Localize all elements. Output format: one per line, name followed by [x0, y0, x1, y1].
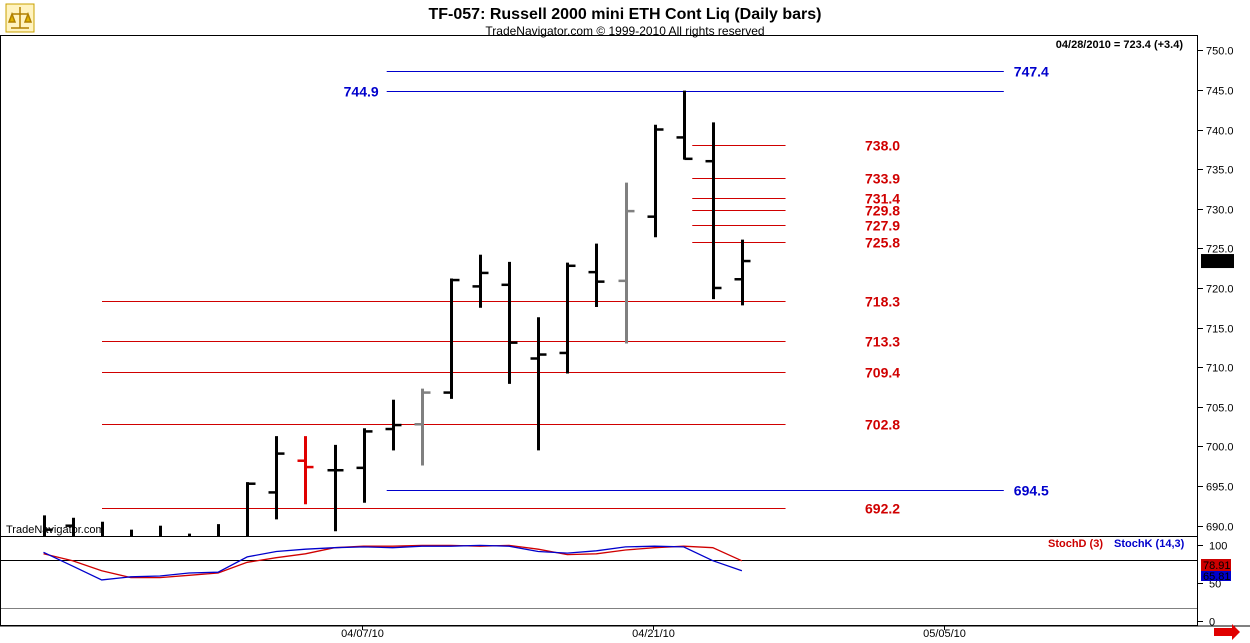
price-tick-label: 735.0: [1206, 165, 1234, 177]
stoch-series-d: [43, 544, 743, 579]
level-label-692.2: 692.2: [865, 501, 900, 517]
price-bar: [618, 182, 635, 344]
price-bar: [43, 515, 53, 536]
level-label-747.4: 747.4: [1014, 64, 1049, 80]
price-bar: [297, 436, 314, 505]
level-label-718.3: 718.3: [865, 294, 900, 310]
price-bar: [734, 239, 751, 306]
stoch-d-last-label: 78.91: [1203, 560, 1231, 572]
price-tick-label: 720.0: [1206, 284, 1234, 296]
stochastic-panel-frame: [0, 536, 1198, 626]
legend-stoch-k: StochK (14,3): [1114, 538, 1185, 550]
price-bar: [530, 317, 547, 451]
level-label-709.4: 709.4: [865, 365, 900, 381]
price-bar: [705, 122, 722, 300]
date-tick-label: 05/05/10: [923, 628, 966, 640]
watermark: TradeNavigator.com: [6, 524, 105, 536]
price-bar: [356, 428, 373, 503]
trade-navigator-logo-icon: [5, 3, 35, 33]
level-label-713.3: 713.3: [865, 334, 900, 350]
stoch-tick-label: 0: [1209, 617, 1215, 629]
last-quote-readout: 04/28/2010 = 723.4 (+3.4): [1056, 39, 1184, 51]
level-label-694.5: 694.5: [1014, 483, 1049, 499]
price-tick-label: 700.0: [1206, 442, 1234, 454]
price-tick-label: 690.0: [1206, 522, 1234, 534]
date-tick-label: 04/07/10: [341, 628, 384, 640]
last-price-badge: [1201, 254, 1234, 269]
price-bar: [268, 436, 285, 520]
stoch-k-badge: [1201, 571, 1231, 581]
legend-stoch-d: StochD (3): [1048, 538, 1103, 550]
level-label-733.9: 733.9: [865, 171, 900, 187]
price-bar: [65, 517, 75, 536]
price-bar: [327, 444, 344, 532]
price-tick-label: 750.0: [1206, 46, 1234, 58]
price-tick-label: 740.0: [1206, 126, 1234, 138]
level-label-744.9: 744.9: [344, 84, 379, 100]
level-label-727.9: 727.9: [865, 218, 900, 234]
level-label-729.8: 729.8: [865, 203, 900, 219]
price-bar: [101, 521, 104, 536]
price-bar: [472, 254, 489, 308]
price-panel-frame: [0, 35, 1198, 537]
last-price-label: 723.4: [1204, 256, 1232, 268]
stoch-tick-label: 50: [1209, 579, 1221, 591]
level-label-725.8: 725.8: [865, 235, 900, 251]
price-tick-label: 745.0: [1206, 86, 1234, 98]
price-tick-label: 710.0: [1206, 363, 1234, 375]
price-bar: [676, 90, 693, 161]
stoch-series-k: [43, 544, 743, 581]
scroll-right-arrow-icon[interactable]: [1214, 624, 1240, 640]
price-tick-label: 695.0: [1206, 482, 1234, 494]
level-label-702.8: 702.8: [865, 417, 900, 433]
price-bar: [385, 399, 402, 451]
price-bar: [217, 524, 220, 536]
stoch-k-last-label: 65.81: [1203, 571, 1231, 583]
level-label-738.0: 738.0: [865, 138, 900, 154]
price-bar: [414, 388, 431, 466]
stoch-d-badge: [1201, 559, 1231, 571]
chart-title: TF-057: Russell 2000 mini ETH Cont Liq (…: [429, 6, 822, 23]
price-bar: [588, 243, 605, 307]
price-bar: [501, 261, 518, 384]
price-bar: [443, 278, 460, 399]
price-bar: [246, 482, 256, 536]
stoch-tick-label: 100: [1209, 541, 1227, 553]
price-tick-label: 705.0: [1206, 403, 1234, 415]
price-tick-label: 715.0: [1206, 324, 1234, 336]
price-tick-label: 730.0: [1206, 205, 1234, 217]
date-tick-label: 04/21/10: [632, 628, 675, 640]
copyright-subtitle: TradeNavigator.com © 1999-2010 All right…: [485, 24, 764, 38]
price-tick-label: 725.0: [1206, 244, 1234, 256]
price-bar: [647, 124, 664, 238]
level-label-731.4: 731.4: [865, 191, 900, 207]
price-bar: [559, 262, 576, 374]
